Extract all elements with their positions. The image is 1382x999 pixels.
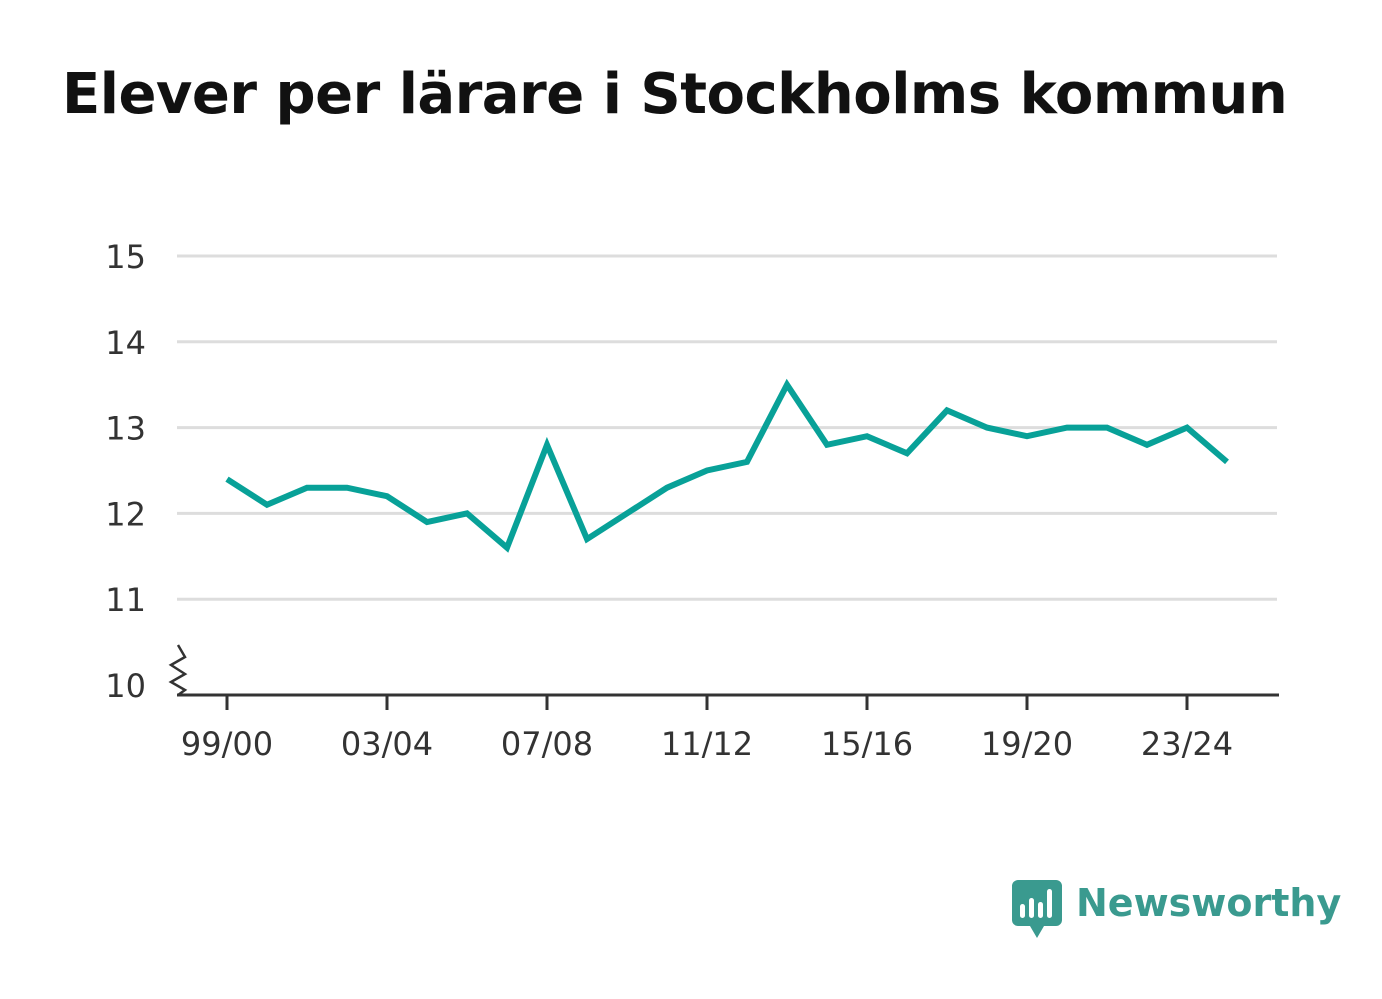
series — [225, 378, 1229, 553]
chart-title: Elever per lärare i Stockholms kommun — [62, 62, 1288, 127]
x-tick-label: 23/24 — [1141, 725, 1233, 763]
x-tick-label: 03/04 — [341, 725, 433, 763]
data-point — [586, 538, 588, 540]
newsworthy-logo: Newsworthy — [1012, 880, 1341, 940]
data-point — [1026, 435, 1028, 437]
x-tick-label: 99/00 — [181, 725, 273, 763]
data-point — [226, 478, 228, 480]
x-tick-label: 15/16 — [821, 725, 913, 763]
series-line — [225, 378, 1229, 553]
data-point — [1146, 444, 1148, 446]
data-point — [986, 427, 988, 429]
data-point — [1186, 427, 1188, 429]
y-axis-ticks: 10 11 12 13 14 15 — [105, 238, 188, 705]
data-point — [746, 461, 748, 463]
data-point — [506, 547, 508, 549]
y-tick-label: 14 — [105, 324, 146, 362]
x-tick-label: 07/08 — [501, 725, 593, 763]
y-tick-label: 11 — [105, 581, 146, 619]
y-tick-label: 10 — [105, 667, 146, 705]
y-tick-label: 15 — [105, 238, 146, 276]
data-point — [306, 487, 308, 489]
data-point — [266, 504, 268, 506]
bar-chart-icon — [1012, 880, 1062, 938]
data-point — [706, 470, 708, 472]
y-tick-label: 13 — [105, 410, 146, 448]
data-point — [786, 384, 788, 386]
x-tick-label: 19/20 — [981, 725, 1073, 763]
axis-break-icon — [168, 644, 188, 697]
data-point — [906, 452, 908, 454]
data-point — [426, 521, 428, 523]
data-point — [546, 444, 548, 446]
data-point — [626, 512, 628, 514]
data-point — [866, 435, 868, 437]
y-tick-label: 12 — [105, 495, 146, 533]
data-point — [666, 487, 668, 489]
brand-name: Newsworthy — [1076, 881, 1342, 925]
data-point — [1106, 427, 1108, 429]
data-point — [346, 487, 348, 489]
x-axis-ticks: 99/00 03/04 07/08 11/12 15/16 19/20 23/24 — [181, 695, 1233, 763]
data-point — [946, 409, 948, 411]
data-point — [386, 495, 388, 497]
data-point — [1226, 461, 1228, 463]
data-point — [826, 444, 828, 446]
x-tick-label: 11/12 — [661, 725, 753, 763]
data-point — [466, 512, 468, 514]
data-point — [1066, 427, 1068, 429]
